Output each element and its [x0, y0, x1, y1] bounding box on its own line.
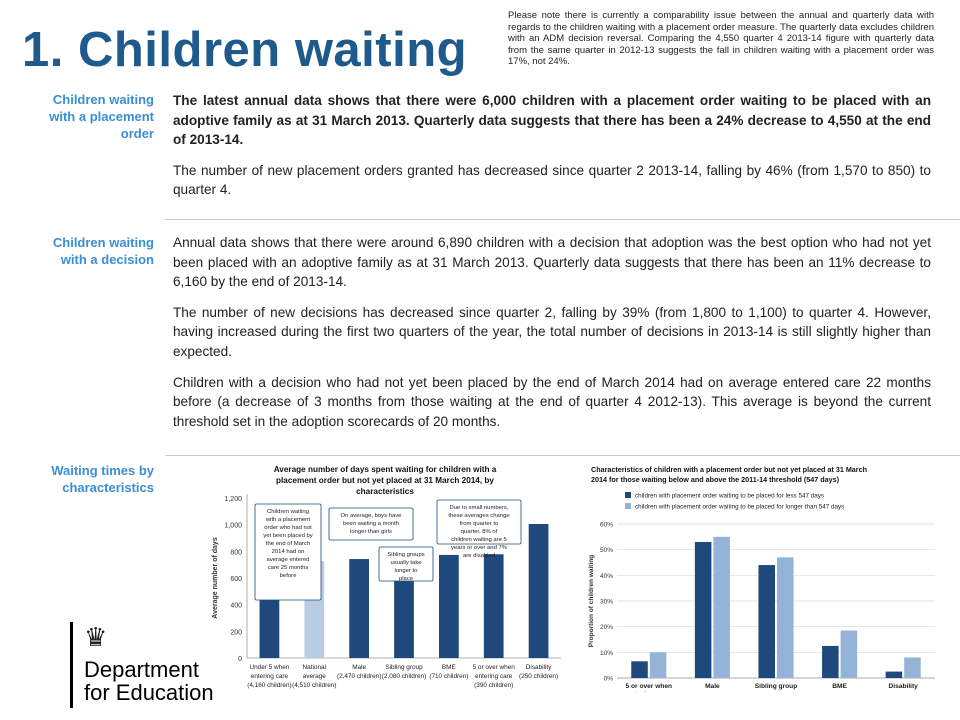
bar	[713, 536, 730, 678]
x-tick-label: entering care	[251, 673, 289, 680]
x-tick-label: Disability	[889, 683, 919, 690]
y-tick-label: 400	[230, 603, 242, 610]
section-label-placement-order: Children waiting with a placement order	[49, 92, 154, 141]
bar	[840, 630, 858, 678]
bar	[631, 661, 648, 678]
x-tick-label: (250 children)	[519, 673, 558, 680]
section-body-placement-order: The latest annual data shows that there …	[173, 91, 931, 211]
section-divider	[165, 455, 960, 456]
paragraph: Children with a decision who had not yet…	[173, 374, 931, 429]
bar	[394, 563, 414, 658]
bar	[904, 657, 921, 678]
x-tick-label: (2,080 children)	[382, 673, 426, 680]
logo-text: Department for Education	[84, 658, 214, 704]
x-tick-label: BME	[832, 683, 847, 690]
comparability-note: Please note there is currently a compara…	[508, 10, 934, 68]
annotation-box	[328, 507, 414, 541]
x-tick-label: National	[303, 664, 326, 671]
annotation-text: Due to small numbers, these averages chan…	[448, 505, 510, 559]
y-tick-label: 1,000	[224, 523, 242, 530]
legend-swatch	[625, 492, 631, 498]
x-tick-label: Disability	[526, 664, 552, 671]
y-axis-title: Proportion of children waiting	[588, 555, 595, 647]
paragraph: The latest annual data shows that there …	[173, 93, 931, 148]
paragraph: The number of new decisions has decrease…	[173, 304, 931, 359]
royal-crest-icon: ♛	[84, 622, 108, 652]
y-tick-label: 600	[230, 576, 242, 583]
x-tick-label: entering care	[475, 673, 513, 680]
annotation-box	[436, 499, 522, 545]
chart-average-days-svg: Average number of days spent waiting for…	[212, 465, 561, 689]
x-tick-label: Male	[705, 683, 720, 690]
annotation-box	[378, 546, 434, 582]
y-tick-label: 10%	[600, 650, 613, 657]
bar	[483, 554, 504, 658]
y-tick-label: 1,200	[224, 496, 242, 503]
bar	[528, 524, 549, 658]
x-tick-label: (390 children)	[474, 682, 513, 689]
x-tick-label: 5 or over when	[626, 683, 673, 690]
section-body-decision: Annual data shows that there were around…	[173, 233, 931, 442]
x-tick-label: entering care	[628, 691, 670, 692]
legend-label: children with placement order waiting to…	[635, 504, 844, 511]
paragraph: The number of new placement orders grant…	[173, 162, 931, 198]
annotation-box	[254, 503, 322, 601]
bar	[438, 554, 459, 658]
bar	[885, 671, 903, 678]
logo-line-2: for Education	[84, 680, 214, 705]
y-tick-label: 60%	[600, 522, 613, 529]
bar	[777, 557, 794, 678]
y-tick-label: 30%	[600, 599, 613, 606]
chart-title: Characteristics of children with a place…	[591, 465, 867, 484]
annotation-text: Children waiting with a placement order wh…	[263, 509, 313, 579]
chart-characteristics-threshold: Characteristics of children with a place…	[583, 462, 940, 698]
bar	[694, 541, 712, 678]
x-tick-label: Male	[352, 664, 366, 671]
x-tick-label: 5 or over when	[473, 664, 516, 671]
chart-characteristics-svg: Characteristics of children with a place…	[588, 465, 935, 698]
x-tick-label: average	[303, 673, 327, 680]
x-tick-label: Sibling group	[755, 683, 798, 690]
logo-bar	[70, 622, 73, 708]
chart-average-days-waiting: Average number of days spent waiting for…	[203, 462, 567, 710]
x-tick-label: (710 children)	[429, 673, 468, 680]
section-label-waiting-times: Waiting times by characteristics	[51, 463, 154, 495]
x-tick-label: Sibling group	[385, 664, 423, 671]
section-divider	[165, 219, 960, 220]
dfe-logo: ♛ Department for Education	[70, 622, 220, 710]
y-tick-label: 800	[230, 549, 242, 556]
x-tick-label: Under 5 when	[250, 664, 290, 671]
paragraph: Annual data shows that there were around…	[173, 235, 931, 290]
section-label-decision: Children waiting with a decision	[52, 235, 154, 267]
x-tick-label: (4,510 children)	[292, 682, 336, 689]
chart-title: Average number of days spent waiting for…	[274, 465, 497, 496]
bar	[349, 559, 370, 658]
legend-swatch	[625, 503, 631, 509]
y-tick-label: 20%	[600, 624, 613, 631]
y-tick-label: 0	[238, 656, 242, 663]
annotation-text: Sibling groups usually take longer to place	[387, 552, 424, 582]
x-tick-label: (4,160 children)	[247, 682, 291, 689]
y-axis-title: Average number of days	[212, 537, 219, 619]
x-tick-label: (2,470 children)	[337, 673, 381, 680]
logo-line-1: Department	[84, 657, 199, 682]
y-tick-label: 0%	[604, 676, 614, 683]
page-title: 1. Children waiting	[22, 23, 468, 77]
bar	[758, 565, 775, 678]
legend-label: children with placement order waiting to…	[635, 493, 824, 500]
y-tick-label: 40%	[600, 573, 613, 580]
annotation-text: On average, boys have been waiting a mont…	[341, 513, 403, 535]
y-tick-label: 200	[230, 629, 242, 636]
bar	[822, 645, 839, 678]
x-tick-label: BME	[442, 664, 456, 671]
y-tick-label: 50%	[600, 547, 613, 554]
bar	[649, 652, 667, 678]
